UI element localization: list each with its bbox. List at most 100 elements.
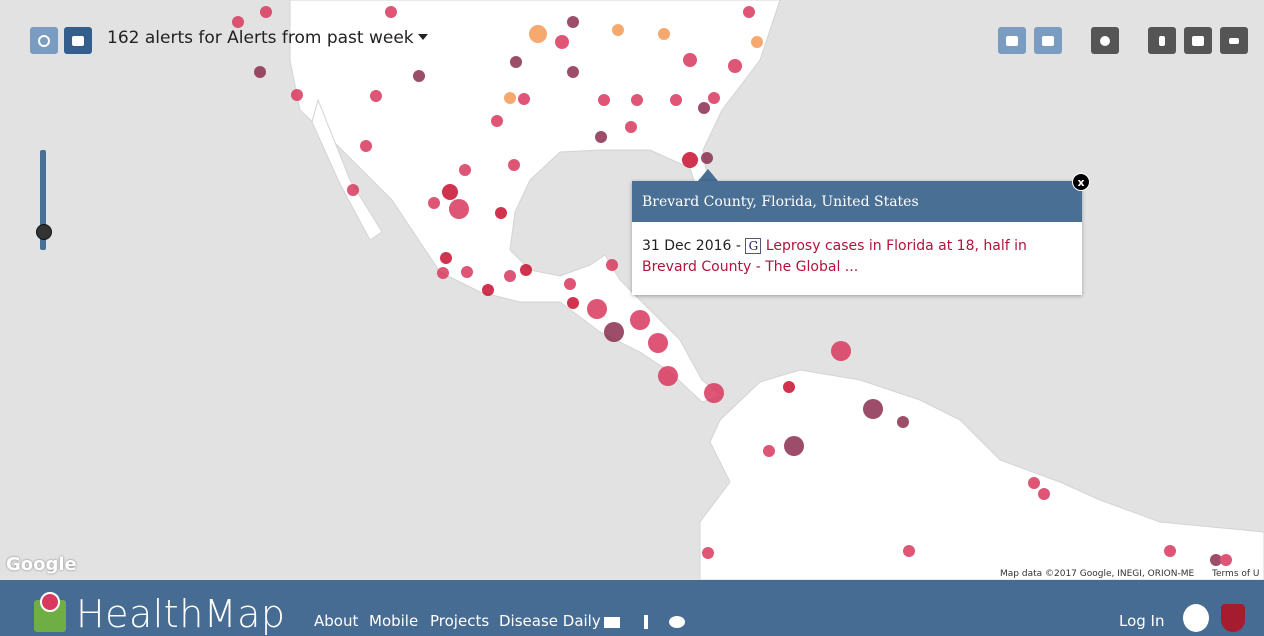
alert-marker[interactable] xyxy=(897,416,909,428)
alert-marker[interactable] xyxy=(763,445,775,457)
alert-marker[interactable] xyxy=(831,341,851,361)
alert-marker[interactable] xyxy=(347,184,359,196)
partner-logo xyxy=(1183,604,1209,632)
alert-marker[interactable] xyxy=(612,24,624,36)
nav-link[interactable]: Projects xyxy=(430,612,490,630)
alert-marker[interactable] xyxy=(1210,554,1222,566)
chart-button[interactable] xyxy=(1034,27,1062,54)
popup-body: 31 Dec 2016 - G Leprosy cases in Florida… xyxy=(632,222,1082,292)
alert-marker[interactable] xyxy=(360,140,372,152)
alert-marker[interactable] xyxy=(683,53,697,67)
land-baja xyxy=(311,98,383,241)
alert-marker[interactable] xyxy=(784,436,804,456)
alert-marker[interactable] xyxy=(495,207,507,219)
alert-marker[interactable] xyxy=(604,322,624,342)
alert-marker[interactable] xyxy=(482,284,494,296)
alert-marker[interactable] xyxy=(437,267,449,279)
nav-link[interactable]: About xyxy=(314,612,359,630)
alert-link[interactable]: Leprosy cases in Florida at 18, half in … xyxy=(642,238,1027,275)
settings-button[interactable] xyxy=(1184,27,1212,54)
alert-marker[interactable] xyxy=(564,278,576,290)
alert-summary[interactable]: 162 alerts for Alerts from past week xyxy=(107,28,428,48)
alert-marker[interactable] xyxy=(232,16,244,28)
alert-marker[interactable] xyxy=(1220,554,1232,566)
alert-marker[interactable] xyxy=(555,35,569,49)
alert-marker[interactable] xyxy=(260,6,272,18)
alert-marker[interactable] xyxy=(567,16,579,28)
key-button[interactable] xyxy=(1220,27,1248,54)
alert-marker[interactable] xyxy=(491,115,503,127)
popup-title: Brevard County, Florida, United States xyxy=(632,181,1082,222)
social-icons[interactable] xyxy=(604,614,694,630)
alert-marker[interactable] xyxy=(504,92,516,104)
alert-marker[interactable] xyxy=(291,89,303,101)
alert-marker[interactable] xyxy=(449,199,469,219)
alert-marker[interactable] xyxy=(903,545,915,557)
alert-marker[interactable] xyxy=(595,131,607,143)
land-south-america xyxy=(699,369,1264,580)
alert-marker[interactable] xyxy=(698,102,710,114)
alert-marker[interactable] xyxy=(630,310,650,330)
alert-marker[interactable] xyxy=(631,94,643,106)
alert-marker[interactable] xyxy=(743,6,755,18)
alert-marker[interactable] xyxy=(708,92,720,104)
alert-marker[interactable] xyxy=(370,90,382,102)
source-icon: G xyxy=(745,238,762,254)
zoom-knob[interactable] xyxy=(36,224,52,240)
google-logo: Google xyxy=(6,554,77,575)
alert-marker[interactable] xyxy=(567,66,579,78)
alert-marker[interactable] xyxy=(508,159,520,171)
alert-marker[interactable] xyxy=(606,259,618,271)
twitter-icon[interactable] xyxy=(669,616,685,628)
location-button[interactable] xyxy=(1148,27,1176,54)
popup-close[interactable]: x xyxy=(1072,173,1090,191)
folder-button[interactable] xyxy=(64,27,92,54)
alert-marker[interactable] xyxy=(670,94,682,106)
partner-logo xyxy=(1221,604,1245,632)
alert-marker[interactable] xyxy=(520,264,532,276)
login-link[interactable]: Log In xyxy=(1119,612,1165,630)
email-icon[interactable] xyxy=(604,617,620,628)
alert-marker[interactable] xyxy=(442,184,458,200)
alert-marker[interactable] xyxy=(1164,545,1176,557)
alert-marker[interactable] xyxy=(658,28,670,40)
alert-marker[interactable] xyxy=(728,59,742,73)
alert-marker[interactable] xyxy=(701,152,713,164)
alert-marker[interactable] xyxy=(567,297,579,309)
add-button[interactable] xyxy=(1091,27,1119,54)
facebook-icon[interactable] xyxy=(644,615,648,629)
alert-marker[interactable] xyxy=(529,25,547,43)
alert-marker[interactable] xyxy=(751,36,763,48)
alert-marker[interactable] xyxy=(863,399,883,419)
alert-marker[interactable] xyxy=(783,381,795,393)
alert-marker[interactable] xyxy=(625,121,637,133)
list-button[interactable] xyxy=(998,27,1026,54)
alert-marker[interactable] xyxy=(658,366,678,386)
alert-marker[interactable] xyxy=(459,164,471,176)
alert-marker[interactable] xyxy=(428,197,440,209)
footer: HealthMap About Mobile Projects Disease … xyxy=(0,580,1264,636)
alert-marker[interactable] xyxy=(648,333,668,353)
terms-link[interactable]: Terms of U xyxy=(1212,569,1260,579)
alert-marker[interactable] xyxy=(1038,488,1050,500)
logo-icon xyxy=(34,592,66,632)
alert-marker[interactable] xyxy=(385,6,397,18)
alert-marker[interactable] xyxy=(518,93,530,105)
alert-marker[interactable] xyxy=(1028,477,1040,489)
alert-marker[interactable] xyxy=(702,547,714,559)
alert-marker[interactable] xyxy=(254,66,266,78)
alert-marker[interactable] xyxy=(587,299,607,319)
nav-link[interactable]: Mobile xyxy=(369,612,419,630)
alert-marker[interactable] xyxy=(598,94,610,106)
alert-marker[interactable] xyxy=(413,70,425,82)
nav-link[interactable]: Disease Daily xyxy=(499,612,601,630)
alert-marker[interactable] xyxy=(440,252,452,264)
zoom-slider[interactable] xyxy=(36,150,52,250)
alert-marker[interactable] xyxy=(682,152,698,168)
logo-text[interactable]: HealthMap xyxy=(76,592,286,636)
alert-marker[interactable] xyxy=(704,383,724,403)
alert-marker[interactable] xyxy=(504,270,516,282)
alert-marker[interactable] xyxy=(510,56,522,68)
alert-marker[interactable] xyxy=(461,266,473,278)
search-button[interactable] xyxy=(30,27,58,54)
